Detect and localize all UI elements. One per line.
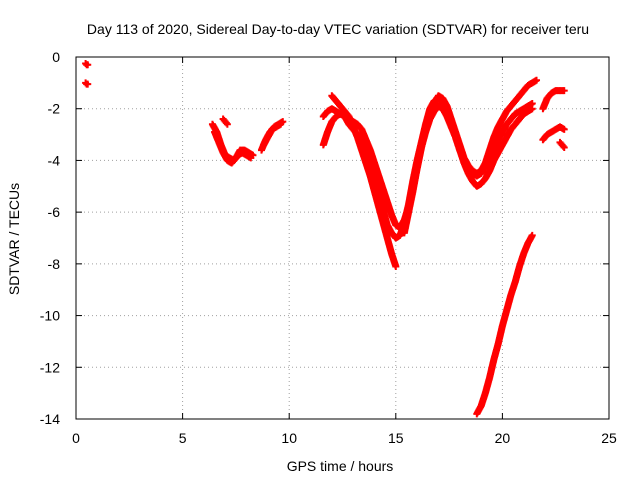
data-point	[84, 61, 92, 69]
data-point	[560, 125, 568, 133]
x-tick-label: 20	[495, 430, 511, 446]
data-point	[560, 144, 568, 151]
data-point	[84, 80, 92, 88]
data-point	[533, 76, 541, 84]
y-tick-label: -14	[40, 411, 60, 427]
data-point	[223, 120, 231, 128]
y-tick-label: -8	[48, 256, 61, 272]
data-point	[528, 231, 536, 239]
y-tick-label: 0	[52, 49, 60, 65]
x-tick-label: 15	[388, 430, 404, 446]
data-point-interp	[222, 119, 230, 127]
axis-ticks	[75, 56, 610, 420]
x-tick-label: 25	[601, 430, 617, 446]
x-axis-title: GPS time / hours	[287, 458, 394, 474]
y-tick-label: -2	[48, 101, 61, 117]
y-tick-label: -10	[40, 308, 60, 324]
x-tick-label: 0	[72, 430, 80, 446]
data-point	[392, 262, 400, 270]
data-point	[249, 151, 257, 159]
chart-title: Day 113 of 2020, Sidereal Day-to-day VTE…	[87, 21, 589, 37]
data-point	[560, 87, 568, 95]
data-point	[528, 105, 536, 113]
y-tick-labels: 0 -2 -4 -6 -8 -10 -12 -14	[40, 49, 60, 427]
x-tick-labels: 0 5 10 15 20 25	[72, 430, 617, 446]
x-tick-label: 10	[281, 430, 297, 446]
data-points	[82, 59, 568, 418]
plot-frame	[75, 56, 610, 420]
y-axis-title: SDTVAR / TECUs	[6, 183, 22, 295]
y-tick-label: -12	[40, 359, 60, 375]
data-point-interp	[559, 142, 567, 150]
y-tick-label: -4	[48, 152, 61, 168]
y-tick-label: -6	[48, 204, 61, 220]
data-point	[277, 120, 285, 128]
x-tick-label: 5	[179, 430, 187, 446]
